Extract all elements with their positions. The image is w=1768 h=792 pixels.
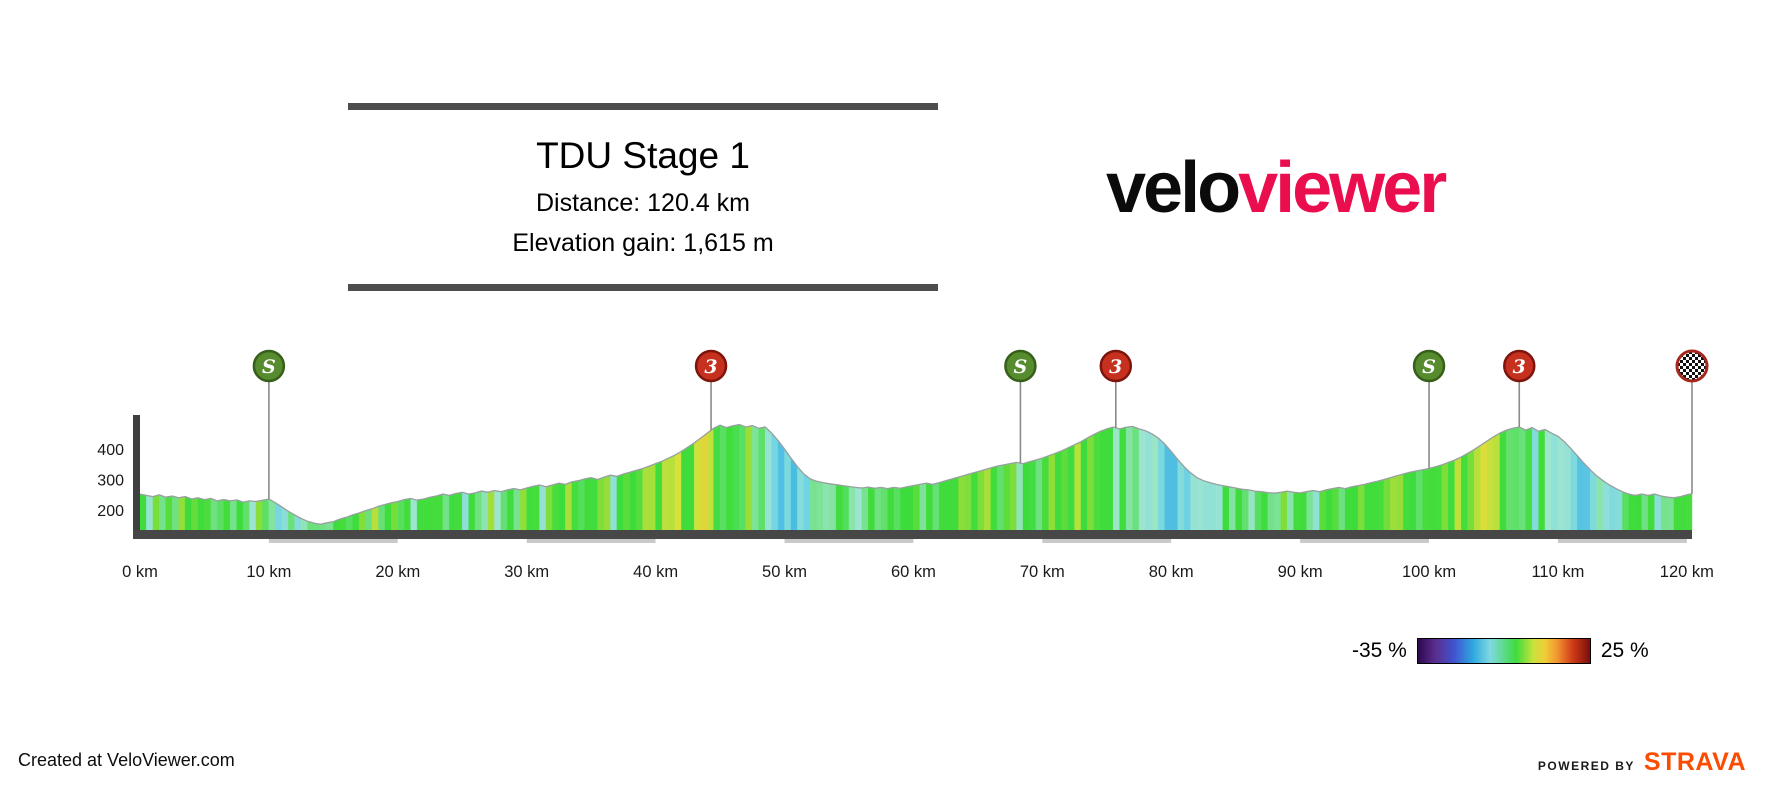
x-tick-label: 50 km bbox=[762, 563, 807, 581]
x-axis-bar bbox=[133, 530, 1692, 539]
page-title: TDU Stage 1 bbox=[536, 135, 750, 176]
sprint-marker bbox=[1412, 349, 1446, 383]
title-divider-bottom bbox=[348, 284, 938, 292]
logo-viewer: viewer bbox=[1238, 148, 1447, 228]
sprint-marker-label: S bbox=[1422, 356, 1436, 378]
x-tick-label: 120 km bbox=[1660, 563, 1714, 581]
gradient-legend-bar bbox=[1416, 638, 1591, 664]
veloviewer-logo: veloviewer bbox=[1106, 152, 1447, 224]
x-tick-label: 60 km bbox=[891, 563, 936, 581]
x-tick-label: 100 km bbox=[1402, 563, 1456, 581]
y-tick-label: 300 bbox=[97, 473, 124, 490]
y-tick-label: 200 bbox=[97, 503, 124, 520]
elevation-gain-text: Elevation gain: 1,615 m bbox=[512, 229, 774, 258]
x-tick-label: 90 km bbox=[1278, 563, 1323, 581]
x-tick-label: 40 km bbox=[633, 563, 678, 581]
strava-logo: STRAVA bbox=[1643, 748, 1746, 776]
cat3-marker bbox=[1503, 349, 1536, 383]
cat3-marker-label: 3 bbox=[1109, 356, 1122, 378]
x-tick-label: 30 km bbox=[504, 563, 549, 581]
x-tick-label: 80 km bbox=[1149, 563, 1194, 581]
powered-by-label: POWERED BY bbox=[1537, 759, 1635, 773]
y-axis-bar bbox=[133, 415, 140, 539]
legend-min-label: -35 % bbox=[1352, 639, 1407, 662]
x-tick-label: 70 km bbox=[1020, 563, 1065, 581]
sprint-marker-label: S bbox=[262, 356, 276, 378]
finish-marker bbox=[1675, 349, 1709, 383]
credit-text: Created at VeloViewer.com bbox=[18, 750, 235, 770]
cat3-marker-label: 3 bbox=[1513, 356, 1526, 378]
y-tick-label: 400 bbox=[97, 442, 124, 459]
x-tick-label: 110 km bbox=[1531, 563, 1584, 581]
sprint-marker bbox=[1004, 349, 1037, 383]
x-tick-label: 20 km bbox=[375, 563, 420, 581]
title-divider-top bbox=[348, 103, 938, 110]
strava-attribution: POWERED BY STRAVA bbox=[1538, 748, 1746, 777]
sprint-marker-label: S bbox=[1014, 356, 1028, 378]
cat3-marker bbox=[1099, 349, 1133, 383]
distance-text: Distance: 120.4 km bbox=[536, 188, 750, 217]
cat3-marker-label: 3 bbox=[704, 356, 717, 378]
cat3-marker bbox=[694, 349, 728, 383]
title-block: TDU Stage 1 Distance: 120.4 km Elevation… bbox=[348, 103, 938, 292]
x-tick-label: 0 km bbox=[122, 563, 158, 581]
x-tick-label: 10 km bbox=[246, 563, 291, 581]
logo-velo: velo bbox=[1106, 148, 1241, 228]
legend-max-label: 25 % bbox=[1600, 639, 1649, 662]
gradient-legend: -35 % 25 % bbox=[1352, 638, 1649, 664]
sprint-marker bbox=[252, 349, 286, 383]
